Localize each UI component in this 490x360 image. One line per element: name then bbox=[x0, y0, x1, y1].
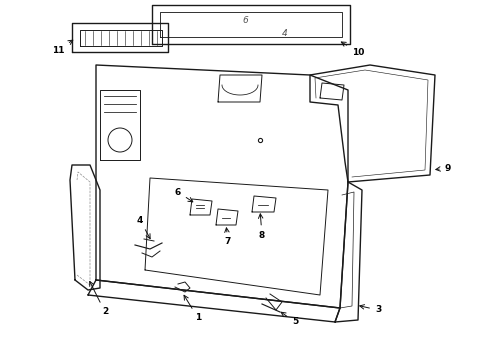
Text: 11: 11 bbox=[52, 40, 73, 54]
Text: 9: 9 bbox=[436, 163, 451, 172]
Text: 4: 4 bbox=[282, 28, 288, 37]
Text: 2: 2 bbox=[90, 282, 108, 316]
Text: 7: 7 bbox=[225, 228, 231, 247]
Text: 3: 3 bbox=[360, 305, 381, 315]
Text: 6: 6 bbox=[175, 188, 193, 202]
Text: 6: 6 bbox=[242, 15, 248, 24]
Text: 8: 8 bbox=[258, 214, 265, 239]
Text: 5: 5 bbox=[281, 312, 298, 327]
Text: 10: 10 bbox=[342, 42, 364, 57]
Text: 4: 4 bbox=[137, 216, 150, 239]
Text: 1: 1 bbox=[184, 295, 201, 323]
